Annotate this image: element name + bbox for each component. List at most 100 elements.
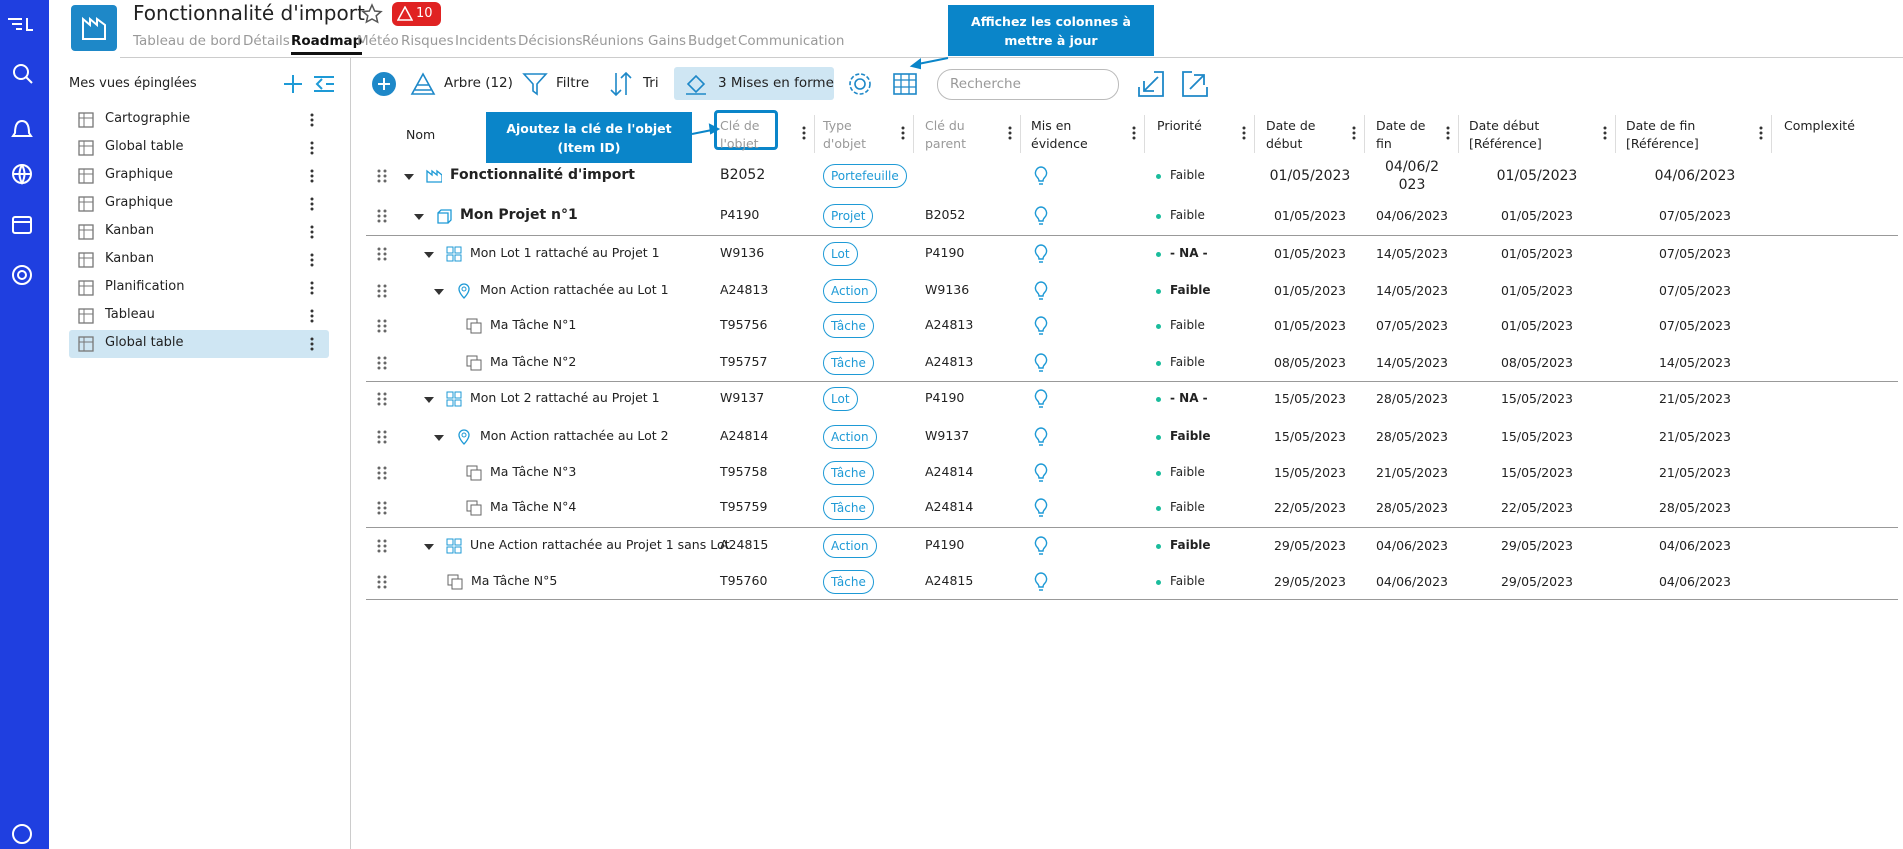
view-item[interactable]: Global table [105, 335, 184, 350]
row-date: 07/05/2023 [1658, 283, 1732, 298]
row-parent: A24813 [925, 354, 974, 369]
type-pill: Lot [823, 387, 858, 411]
column-menu [1240, 125, 1248, 141]
row-priority: Faible [1170, 168, 1205, 182]
row-date: 01/05/2023 [1269, 168, 1351, 184]
row-name[interactable]: Mon Lot 2 rattaché au Projet 1 [470, 390, 660, 405]
view-item[interactable]: Tableau [105, 307, 155, 322]
row-date: 04/06/2023 [1658, 538, 1732, 553]
search-box[interactable] [937, 69, 1119, 100]
row-date: 14/05/2023 [1658, 355, 1732, 370]
expand-toggle [424, 249, 434, 259]
priority-dot [1156, 506, 1161, 511]
toolbar-filter[interactable]: Filtre [556, 75, 590, 91]
column-header[interactable]: Mis en évidence [1031, 118, 1088, 151]
tab[interactable]: Communication [738, 33, 845, 49]
priority-dot [1156, 471, 1161, 476]
tab[interactable]: Incidents [455, 33, 517, 49]
tab[interactable]: Décisions [518, 33, 583, 49]
column-menu [1006, 125, 1014, 141]
view-item[interactable]: Cartographie [105, 111, 191, 126]
view-selected [69, 330, 329, 358]
tab[interactable]: Météo [357, 33, 399, 49]
row-name[interactable]: Ma Tâche N°4 [490, 499, 577, 514]
column-menu [800, 125, 808, 141]
toolbar-tree[interactable]: Arbre (12) [444, 75, 513, 91]
row-priority: Faible [1170, 208, 1205, 222]
row-name[interactable]: Ma Tâche N°5 [471, 573, 558, 588]
row-name[interactable]: Mon Projet n°1 [460, 207, 578, 223]
row-name[interactable]: Ma Tâche N°1 [490, 317, 577, 332]
tab[interactable]: Gains [648, 33, 687, 49]
view-item[interactable]: Graphique [105, 167, 173, 182]
column-header[interactable]: Date de fin [1376, 118, 1426, 151]
row-name[interactable]: Mon Lot 1 rattaché au Projet 1 [470, 245, 660, 260]
expand-toggle [424, 541, 434, 551]
type-pill: Tâche [823, 496, 874, 520]
row-name[interactable]: Fonctionnalité d'import [450, 167, 635, 183]
view-item[interactable]: Global table [105, 139, 184, 154]
row-name[interactable]: Une Action rattachée au Projet 1 sans Lo… [470, 537, 730, 552]
column-header[interactable]: Date début [Référence] [1469, 118, 1542, 151]
sidebar-actions[interactable] [282, 72, 338, 96]
column-header[interactable]: Type d'objet [823, 118, 867, 151]
column-divider [1615, 115, 1616, 153]
row-icon [456, 429, 472, 445]
nav-bar [0, 0, 49, 849]
view-item[interactable]: Kanban [105, 223, 154, 238]
tab[interactable]: Budget [688, 33, 737, 49]
row-date: 01/05/2023 [1500, 246, 1574, 261]
import-icon [1136, 69, 1166, 99]
toolbar-format[interactable]: 3 Mises en forme [718, 75, 834, 91]
page-title: Fonctionnalité d'import [133, 1, 365, 25]
tab[interactable]: Réunions [582, 33, 644, 49]
alert-badge[interactable]: 10 [392, 2, 441, 26]
row-date: 14/05/2023 [1375, 246, 1449, 261]
row-icon [446, 246, 462, 262]
column-divider [1020, 115, 1021, 153]
row-date: 21/05/2023 [1658, 391, 1732, 406]
row-divider [366, 599, 1898, 600]
view-item[interactable]: Planification [105, 279, 185, 294]
tab[interactable]: Tableau de bord [133, 33, 241, 49]
column-header[interactable]: Priorité [1157, 118, 1202, 133]
column-header[interactable]: Clé de l'objet [720, 118, 760, 151]
tab[interactable]: Détails [243, 33, 290, 49]
toolbar-sort[interactable]: Tri [643, 75, 659, 91]
row-priority: Faible [1170, 318, 1205, 332]
row-parent: A24814 [925, 464, 974, 479]
row-date: 07/05/2023 [1658, 208, 1732, 223]
row-name[interactable]: Mon Action rattachée au Lot 1 [480, 282, 669, 297]
view-item[interactable]: Graphique [105, 195, 173, 210]
view-item[interactable]: Kanban [105, 251, 154, 266]
tab[interactable]: Roadmap [291, 33, 363, 55]
row-name[interactable]: Ma Tâche N°3 [490, 464, 577, 479]
row-priority: Faible [1170, 538, 1211, 552]
row-name[interactable]: Mon Action rattachée au Lot 2 [480, 428, 669, 443]
favorite-star[interactable] [361, 3, 383, 25]
drag-handle [377, 574, 387, 590]
row-date: 01/05/2023 [1500, 283, 1574, 298]
highlight-bulb [1032, 497, 1050, 519]
type-pill: Tâche [823, 461, 874, 485]
highlight-bulb [1032, 352, 1050, 374]
row-parent: B2052 [925, 207, 966, 222]
column-header[interactable]: Date de début [1266, 118, 1316, 151]
type-pill: Tâche [823, 570, 874, 594]
column-header[interactable]: Date de fin [Référence] [1626, 118, 1699, 151]
row-name[interactable]: Ma Tâche N°2 [490, 354, 577, 369]
tab[interactable]: Risques [401, 33, 454, 49]
column-header[interactable]: Clé du parent [925, 118, 966, 151]
highlight-bulb [1032, 315, 1050, 337]
column-divider [1771, 115, 1772, 153]
row-date: 22/05/2023 [1273, 500, 1347, 515]
column-header[interactable]: Nom [406, 127, 436, 142]
column-header[interactable]: Complexité [1784, 118, 1855, 133]
view-menu [308, 112, 316, 128]
view-icon [78, 224, 94, 240]
view-menu [308, 168, 316, 184]
highlight-bulb [1032, 243, 1050, 265]
highlight-bulb [1032, 165, 1050, 187]
row-date: 15/05/2023 [1273, 391, 1347, 406]
drag-handle [377, 391, 387, 407]
